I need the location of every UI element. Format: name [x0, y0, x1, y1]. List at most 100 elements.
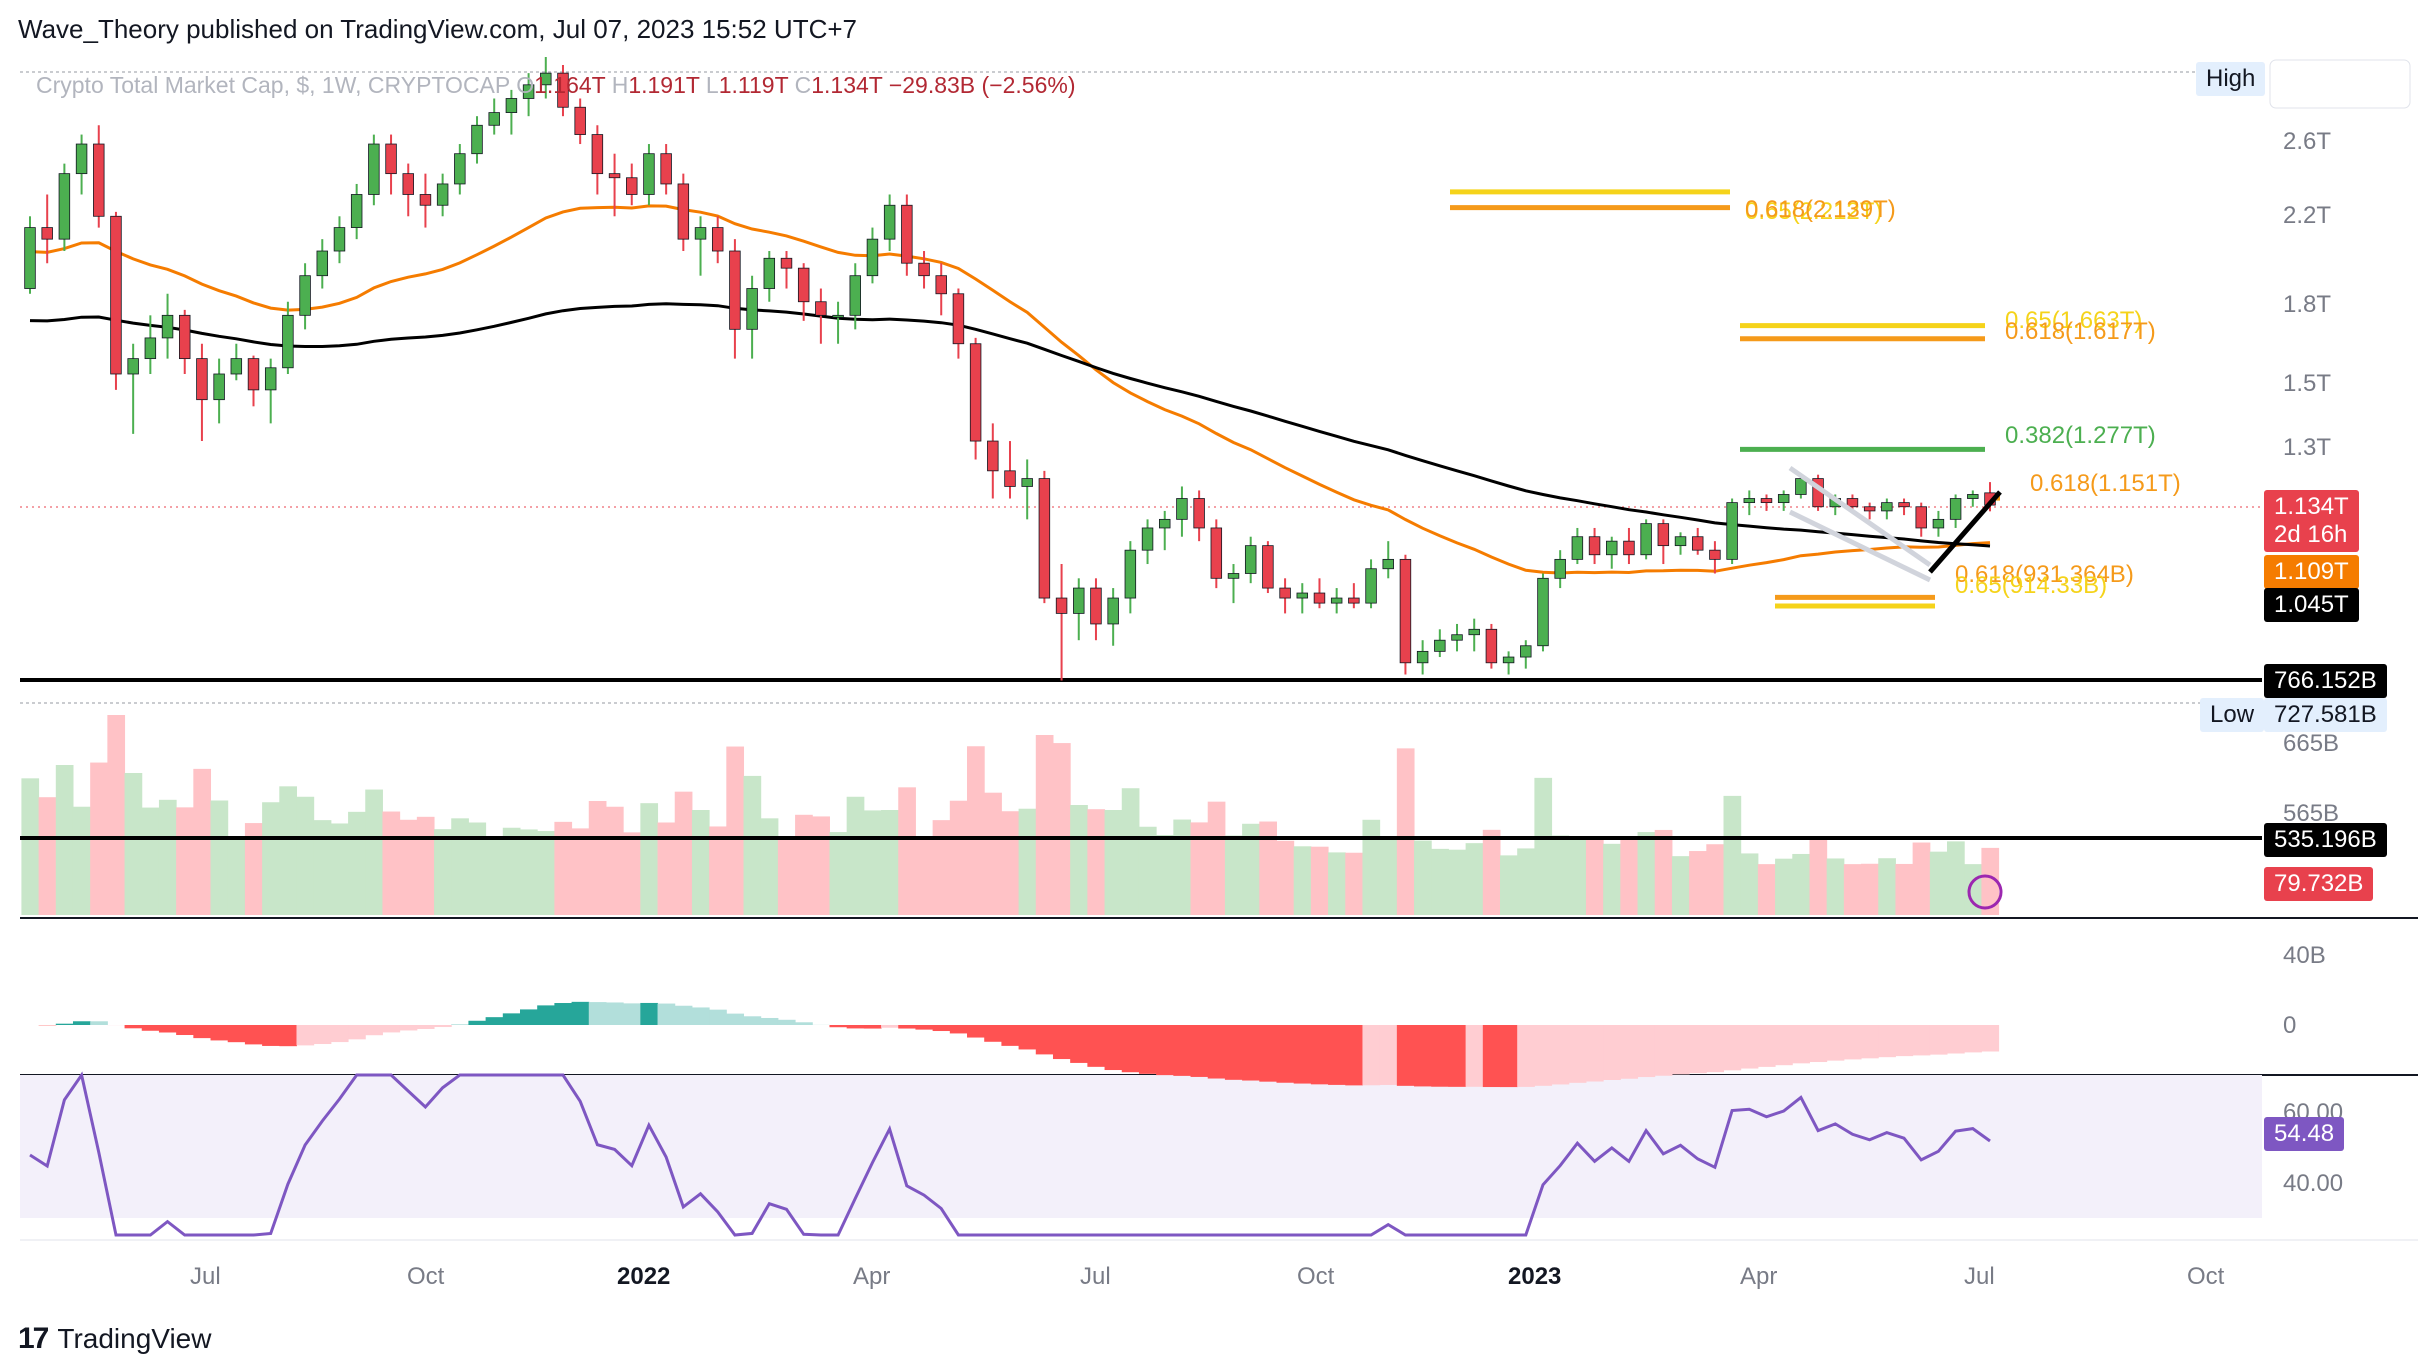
- candle-body: [1657, 523, 1670, 547]
- volume-bar: [21, 778, 40, 915]
- macd-bar: [846, 1025, 865, 1029]
- candle-body: [815, 301, 827, 316]
- candle-body: [179, 314, 191, 360]
- volume-bar: [967, 746, 985, 915]
- volume-bar: [348, 811, 366, 915]
- candle-body: [1502, 656, 1515, 664]
- volume-bar: [1173, 819, 1192, 915]
- macd-bar: [1156, 1025, 1174, 1076]
- macd-bar: [1482, 1025, 1501, 1088]
- candle-body: [540, 72, 552, 86]
- y-tick-0: 0: [2283, 1012, 2297, 1039]
- volume-bar: [107, 715, 126, 915]
- channel-lower: [1788, 509, 1932, 583]
- volume-bar: [485, 837, 504, 915]
- volume-bar: [1035, 735, 1054, 915]
- volume-bar: [846, 796, 865, 915]
- macd-bar: [1224, 1025, 1243, 1080]
- fib-label-b2: 0.618(1.617T): [2005, 318, 2156, 345]
- macd-bar: [1603, 1025, 1621, 1080]
- volume-bar: [72, 806, 91, 915]
- y-tick-1-8t: 1.8T: [2283, 291, 2332, 318]
- volume-bar: [1689, 851, 1707, 915]
- volume-bar: [502, 827, 521, 915]
- ema-line: [29, 204, 1991, 575]
- candle-body: [1554, 558, 1566, 579]
- volume-bar: [38, 797, 57, 915]
- candle-body: [1227, 573, 1240, 579]
- volume-bar: [571, 828, 590, 915]
- time-axis: [20, 874, 2418, 1241]
- volume-bar: [365, 789, 383, 915]
- macd-bar: [1431, 1025, 1449, 1087]
- candle-body: [1348, 597, 1360, 604]
- candle-body: [436, 183, 449, 206]
- x-tick-jul-2022: Jul: [1080, 1263, 1111, 1290]
- macd-bar: [1964, 1025, 1982, 1053]
- fib-label-a2: 0.618(2.139T): [1745, 196, 1896, 223]
- candle-body: [1709, 549, 1721, 560]
- candle-body: [1571, 536, 1584, 560]
- macd-bar: [382, 1025, 401, 1033]
- macd-bar: [1190, 1025, 1209, 1077]
- candle-body: [660, 153, 672, 185]
- volume-bar: [1156, 835, 1174, 915]
- candle-body: [952, 293, 965, 345]
- candle-body: [93, 143, 105, 217]
- volume-bar: [1104, 810, 1123, 915]
- volume-bar: [1310, 846, 1329, 915]
- macd-bar: [313, 1025, 332, 1045]
- candle-body: [1038, 478, 1051, 599]
- macd-bar: [1757, 1025, 1776, 1067]
- candle-body: [1537, 577, 1549, 647]
- candle-body: [608, 173, 621, 179]
- volume-bar: [1792, 853, 1810, 915]
- volume-bar: [1637, 832, 1656, 915]
- x-tick-apr-2022: Apr: [853, 1263, 891, 1290]
- close-key: C: [794, 72, 812, 98]
- macd-bar: [468, 1020, 487, 1025]
- macd-bar: [434, 1025, 452, 1028]
- candle-body: [1932, 518, 1945, 529]
- candle-body: [368, 143, 380, 195]
- macd-bar: [348, 1025, 366, 1040]
- channel-lines: [1788, 465, 2002, 583]
- candle-body: [1124, 549, 1137, 599]
- candle-body: [780, 257, 793, 269]
- countdown: 2d 16h: [2274, 521, 2348, 548]
- candle-body: [1863, 506, 1876, 512]
- volume-bar: [1757, 864, 1776, 915]
- candle-body: [832, 314, 844, 318]
- volume-bar: [520, 829, 538, 915]
- volume-bar: [881, 810, 899, 915]
- macd-bar: [176, 1025, 194, 1036]
- candle-body: [1640, 523, 1652, 556]
- candle-body: [1193, 498, 1205, 529]
- candle-body: [677, 183, 690, 240]
- macd-bar: [588, 1002, 607, 1025]
- candle-body: [711, 227, 724, 252]
- macd-bar: [330, 1025, 349, 1043]
- footer-brand[interactable]: 17 TradingView: [18, 1322, 211, 1356]
- macd-bar: [158, 1025, 177, 1033]
- candle-body: [1434, 639, 1446, 652]
- candle-body: [24, 227, 36, 289]
- volume-bar: [1276, 840, 1295, 915]
- sma-badge: 1.045T: [2264, 588, 2359, 622]
- volume-bar: [554, 821, 573, 915]
- volume-bar: [1775, 858, 1793, 915]
- volume-bar: [176, 807, 194, 915]
- volume-bar: [1947, 841, 1965, 915]
- volume-bar: [434, 829, 452, 915]
- macd-bar: [1173, 1025, 1192, 1076]
- macd-bar: [709, 1009, 727, 1025]
- volume-bar: [674, 791, 693, 915]
- candle-body: [1846, 498, 1859, 508]
- tradingview-logo-icon: 17: [18, 1322, 49, 1355]
- macd-bar: [1689, 1025, 1707, 1074]
- macd-bar: [227, 1025, 246, 1043]
- volume-bar: [1654, 829, 1673, 915]
- rsi-panel: [29, 1071, 1991, 1237]
- volume-bar: [451, 818, 469, 915]
